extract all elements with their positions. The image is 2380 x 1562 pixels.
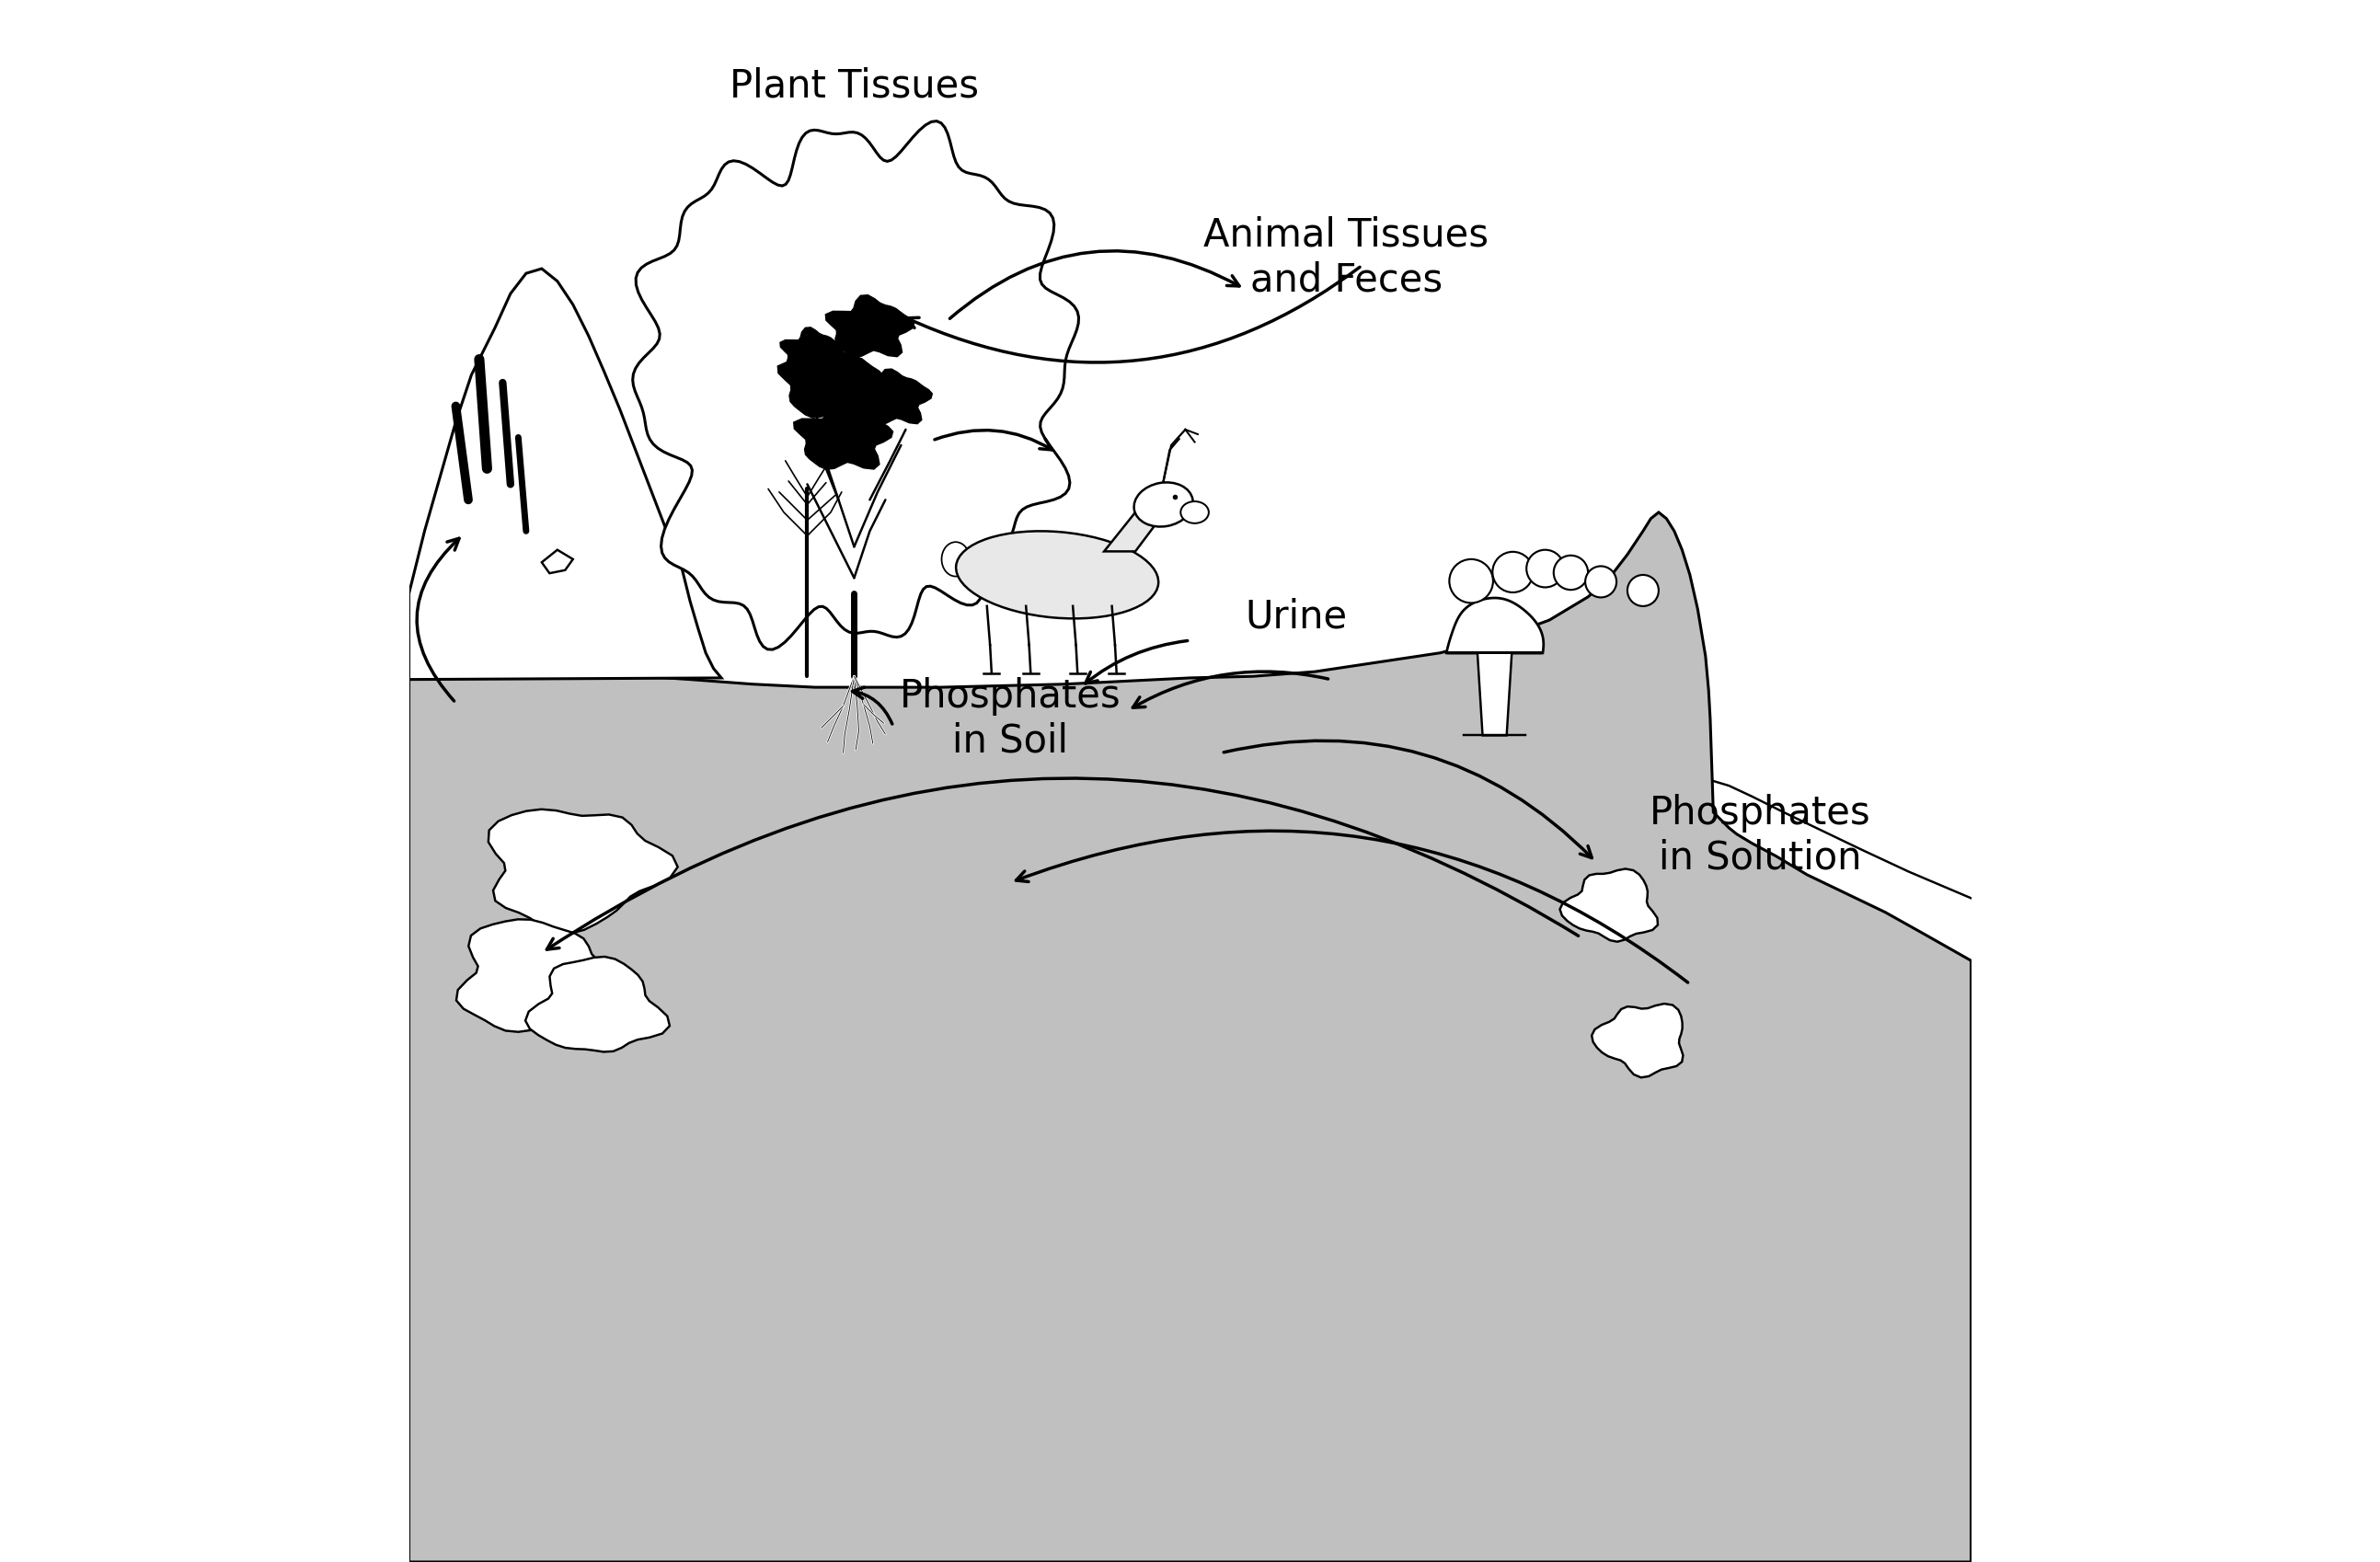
Text: Phosphates
in Solution: Phosphates in Solution (1649, 793, 1871, 878)
Polygon shape (1104, 512, 1159, 551)
Text: Animal Tissues
and Feces: Animal Tissues and Feces (1204, 216, 1490, 300)
Polygon shape (854, 369, 933, 423)
Text: Urine: Urine (1245, 598, 1347, 636)
Polygon shape (826, 295, 914, 356)
Polygon shape (543, 550, 574, 573)
Circle shape (1492, 551, 1533, 592)
Polygon shape (793, 401, 892, 469)
Circle shape (1628, 575, 1659, 606)
Circle shape (1526, 550, 1564, 587)
Ellipse shape (957, 531, 1159, 619)
Circle shape (1554, 556, 1587, 590)
Circle shape (1585, 565, 1616, 597)
Ellipse shape (1133, 483, 1192, 526)
Polygon shape (778, 342, 883, 417)
Polygon shape (409, 512, 1971, 1562)
Ellipse shape (942, 542, 969, 576)
Polygon shape (526, 956, 669, 1051)
Polygon shape (409, 269, 721, 679)
Ellipse shape (1180, 501, 1209, 523)
Text: Plant Tissues: Plant Tissues (731, 67, 978, 105)
Polygon shape (488, 809, 678, 934)
Polygon shape (1478, 653, 1511, 736)
Polygon shape (781, 328, 845, 375)
Polygon shape (633, 122, 1078, 650)
Polygon shape (1559, 868, 1659, 942)
Text: Phosphates
in Soil: Phosphates in Soil (900, 676, 1121, 761)
Polygon shape (1592, 1004, 1683, 1078)
Polygon shape (1447, 598, 1545, 653)
Circle shape (1449, 559, 1492, 603)
Polygon shape (457, 920, 626, 1032)
